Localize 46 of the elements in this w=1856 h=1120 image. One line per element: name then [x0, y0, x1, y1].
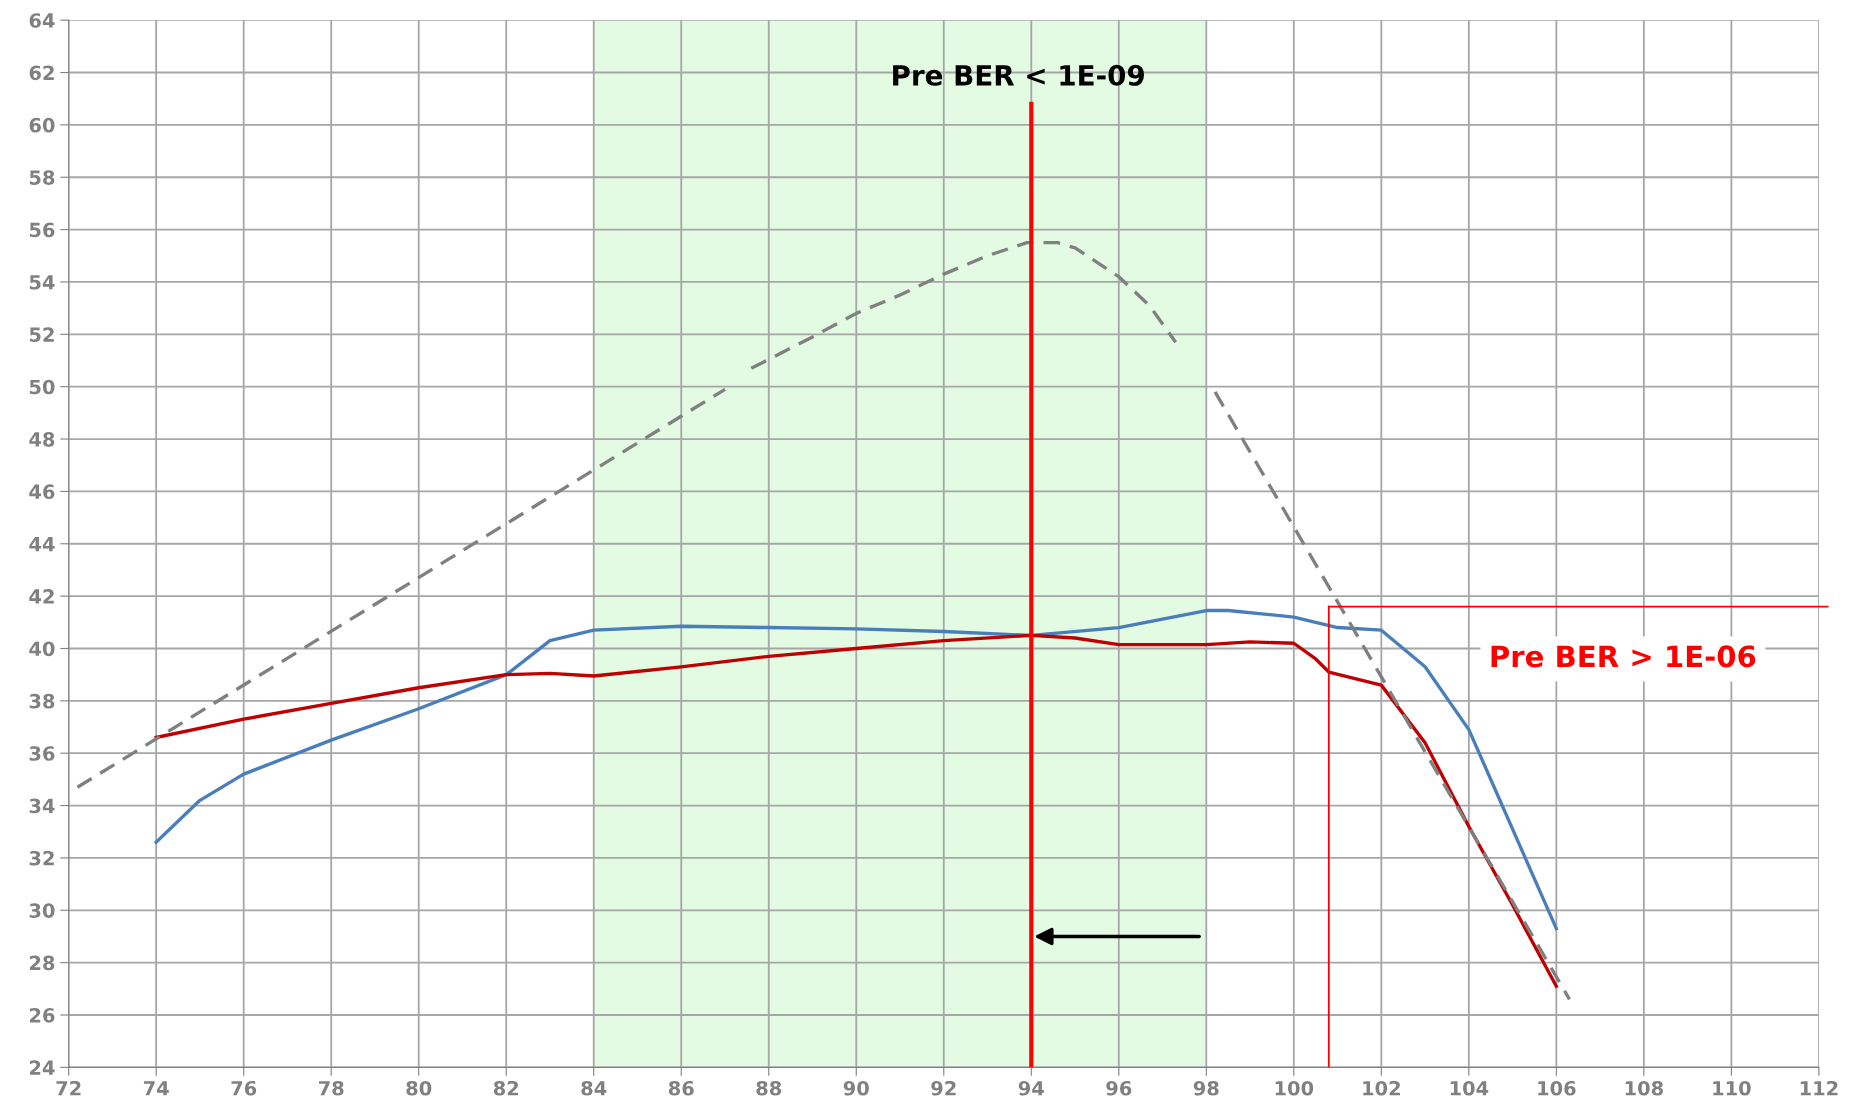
x-tick-label: 74 — [143, 1081, 169, 1096]
annotation: Pre BER > 1E-06 — [1491, 645, 1756, 668]
y-tick-label: 52 — [29, 327, 54, 342]
x-tick-label: 78 — [318, 1080, 344, 1096]
y-tick-label: 58 — [29, 170, 55, 185]
x-tick-label: 104 — [1450, 1080, 1489, 1096]
y-tick-label: 44 — [29, 536, 55, 552]
y-tick-label: 38 — [29, 693, 55, 709]
y-tick-label: 48 — [29, 432, 55, 447]
y-tick-label: 26 — [29, 1007, 55, 1023]
y-tick-label: 50 — [29, 379, 55, 395]
y-tick-label: 32 — [29, 850, 54, 866]
y-tick-label: 56 — [29, 222, 55, 238]
x-tick-label: 100 — [1275, 1080, 1314, 1096]
x-tick-label: 76 — [231, 1080, 257, 1096]
y-tick-label: 28 — [29, 955, 55, 971]
y-tick-label: 64 — [29, 13, 55, 28]
line-series — [154, 608, 1559, 931]
x-tick-label: 102 — [1363, 1080, 1400, 1096]
x-tick-label: 106 — [1538, 1080, 1576, 1096]
x-tick-label: 108 — [1625, 1080, 1663, 1096]
x-tick-label: 94 — [1018, 1080, 1044, 1096]
x-tick-label: 80 — [406, 1080, 432, 1096]
y-tick-label: 24 — [29, 1060, 55, 1075]
x-tick-label: 86 — [668, 1080, 694, 1096]
y-tick-label: 30 — [29, 903, 55, 918]
x-tick-label: 84 — [581, 1080, 607, 1096]
ref-line-label: Pre BER < 1E-09 — [893, 64, 1144, 86]
x-tick-label: 112 — [1800, 1080, 1838, 1096]
x-tick-label: 92 — [931, 1080, 956, 1096]
y-tick-label: 54 — [29, 275, 55, 290]
y-tick-label: 62 — [29, 65, 54, 81]
x-tick-label: 72 — [56, 1080, 81, 1096]
y-tick-label: 46 — [29, 484, 55, 500]
y-tick-label: 34 — [29, 798, 55, 814]
line-series — [154, 633, 1559, 988]
x-tick-label: 98 — [1193, 1080, 1219, 1096]
x-tick-label: 82 — [493, 1080, 519, 1096]
y-tick-label: 36 — [29, 746, 55, 761]
y-tick-label: 40 — [29, 641, 55, 657]
x-tick-label: 96 — [1106, 1080, 1132, 1096]
x-tick-label: 110 — [1713, 1080, 1751, 1096]
y-tick-label: 60 — [29, 117, 55, 133]
y-tick-label: 42 — [29, 589, 54, 604]
x-tick-label: 88 — [756, 1080, 782, 1096]
x-tick-label: 90 — [843, 1080, 869, 1096]
